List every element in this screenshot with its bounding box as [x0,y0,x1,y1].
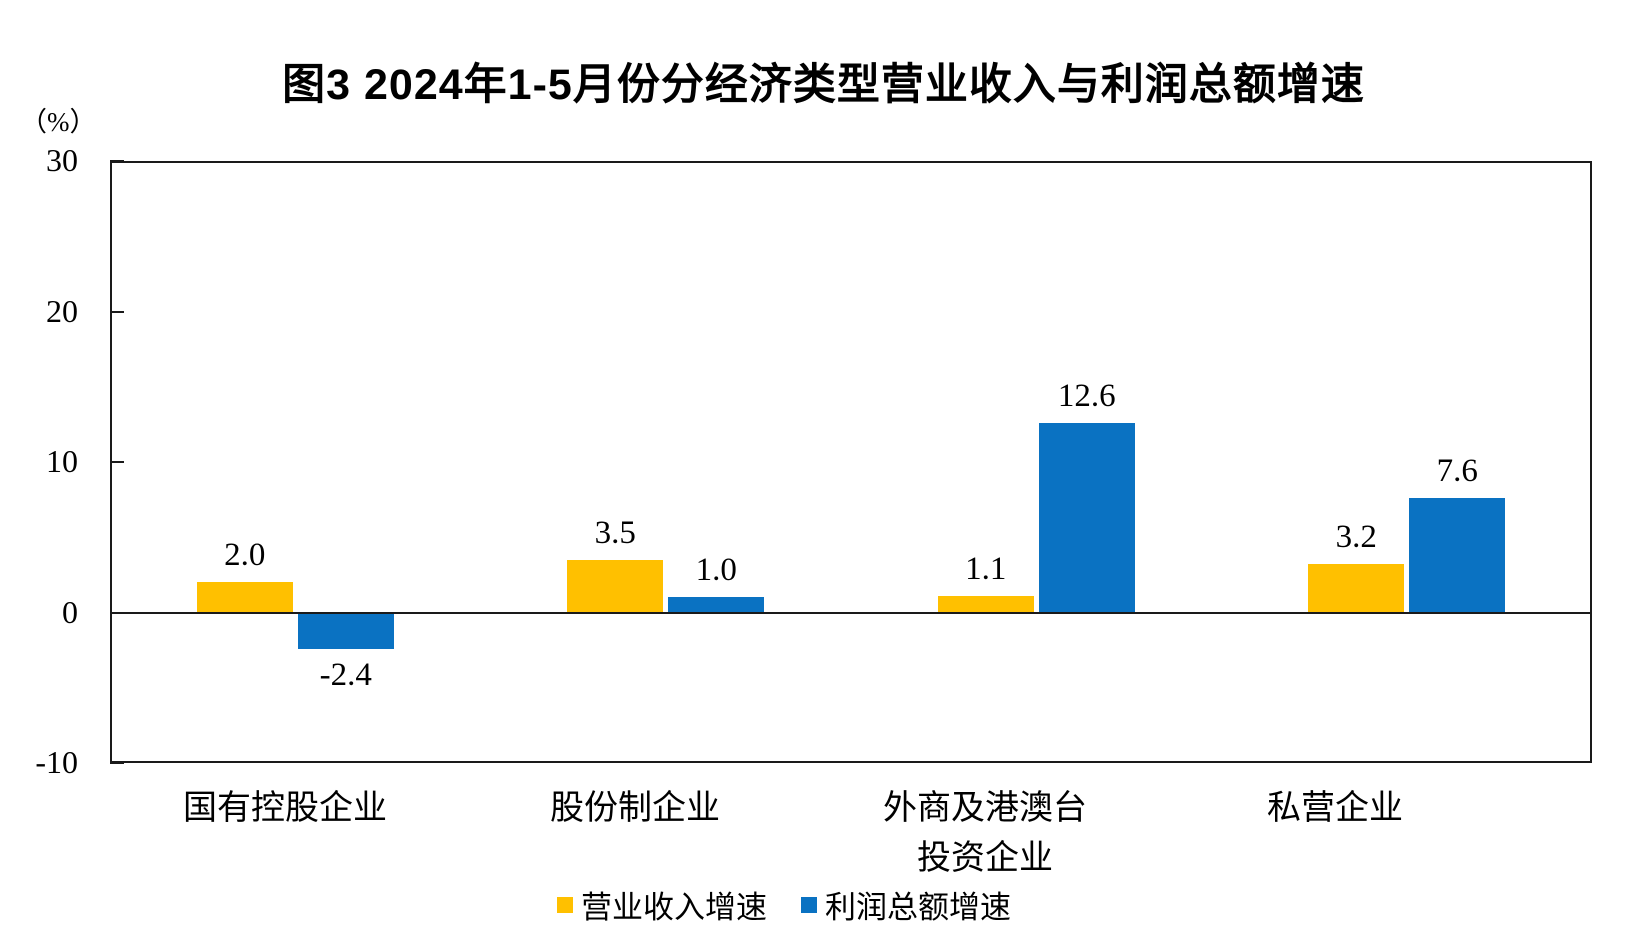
y-tick-label: 10 [46,443,78,479]
legend-item-operating-revenue-growth: 营业收入增速 [557,882,767,927]
y-tick-mark [110,461,124,463]
value-label-operating-revenue-growth: 3.5 [594,514,636,551]
y-tick-label: 20 [46,292,78,329]
plot-area [110,161,1592,763]
legend-swatch-operating-revenue-growth [557,896,573,913]
bar-total-profit-growth [1409,498,1506,613]
y-tick-mark [110,160,124,162]
bar-total-profit-growth [297,612,394,649]
value-label-total-profit-growth: 7.6 [1436,453,1478,490]
y-tick-label: 30 [46,142,78,178]
value-label-total-profit-growth: 12.6 [1057,377,1116,414]
zero-axis-line [110,611,1592,614]
legend-swatch-total-profit-growth [801,896,817,913]
category-label: 股份制企业 [550,790,720,827]
bar-total-profit-growth [1038,422,1135,613]
bar-operating-revenue-growth [567,559,664,613]
bar-total-profit-growth [668,597,765,613]
y-tick-mark [110,310,124,313]
bar-operating-revenue-growth [1308,564,1405,613]
y-tick-mark [110,762,124,764]
value-label-total-profit-growth: 1.0 [695,552,737,589]
category-label: 国有控股企业 [183,790,387,827]
value-label-operating-revenue-growth: 3.2 [1335,519,1377,556]
y-tick-label: 0 [62,593,78,630]
y-tick-label: -10 [35,744,78,780]
y-axis-unit-label: （%） [20,107,97,137]
value-label-operating-revenue-growth: 1.1 [965,550,1007,587]
legend-label-operating-revenue-growth: 营业收入增速 [581,890,767,925]
category-label: 私营企业 [1267,790,1403,827]
value-label-total-profit-growth: -2.4 [319,656,372,693]
chart-title: 图3 2024年1-5月份分经济类型营业收入与利润总额增速 [282,61,1365,109]
legend-label-total-profit-growth: 利润总额增速 [825,890,1011,925]
bar-operating-revenue-growth [196,582,293,613]
legend: 营业收入增速 利润总额增速 [384,882,1184,927]
value-label-operating-revenue-growth: 2.0 [224,537,266,574]
bar-operating-revenue-growth [937,595,1034,613]
legend-item-total-profit-growth: 利润总额增速 [801,882,1011,927]
category-label: 外商及港澳台 投资企业 [883,790,1087,877]
